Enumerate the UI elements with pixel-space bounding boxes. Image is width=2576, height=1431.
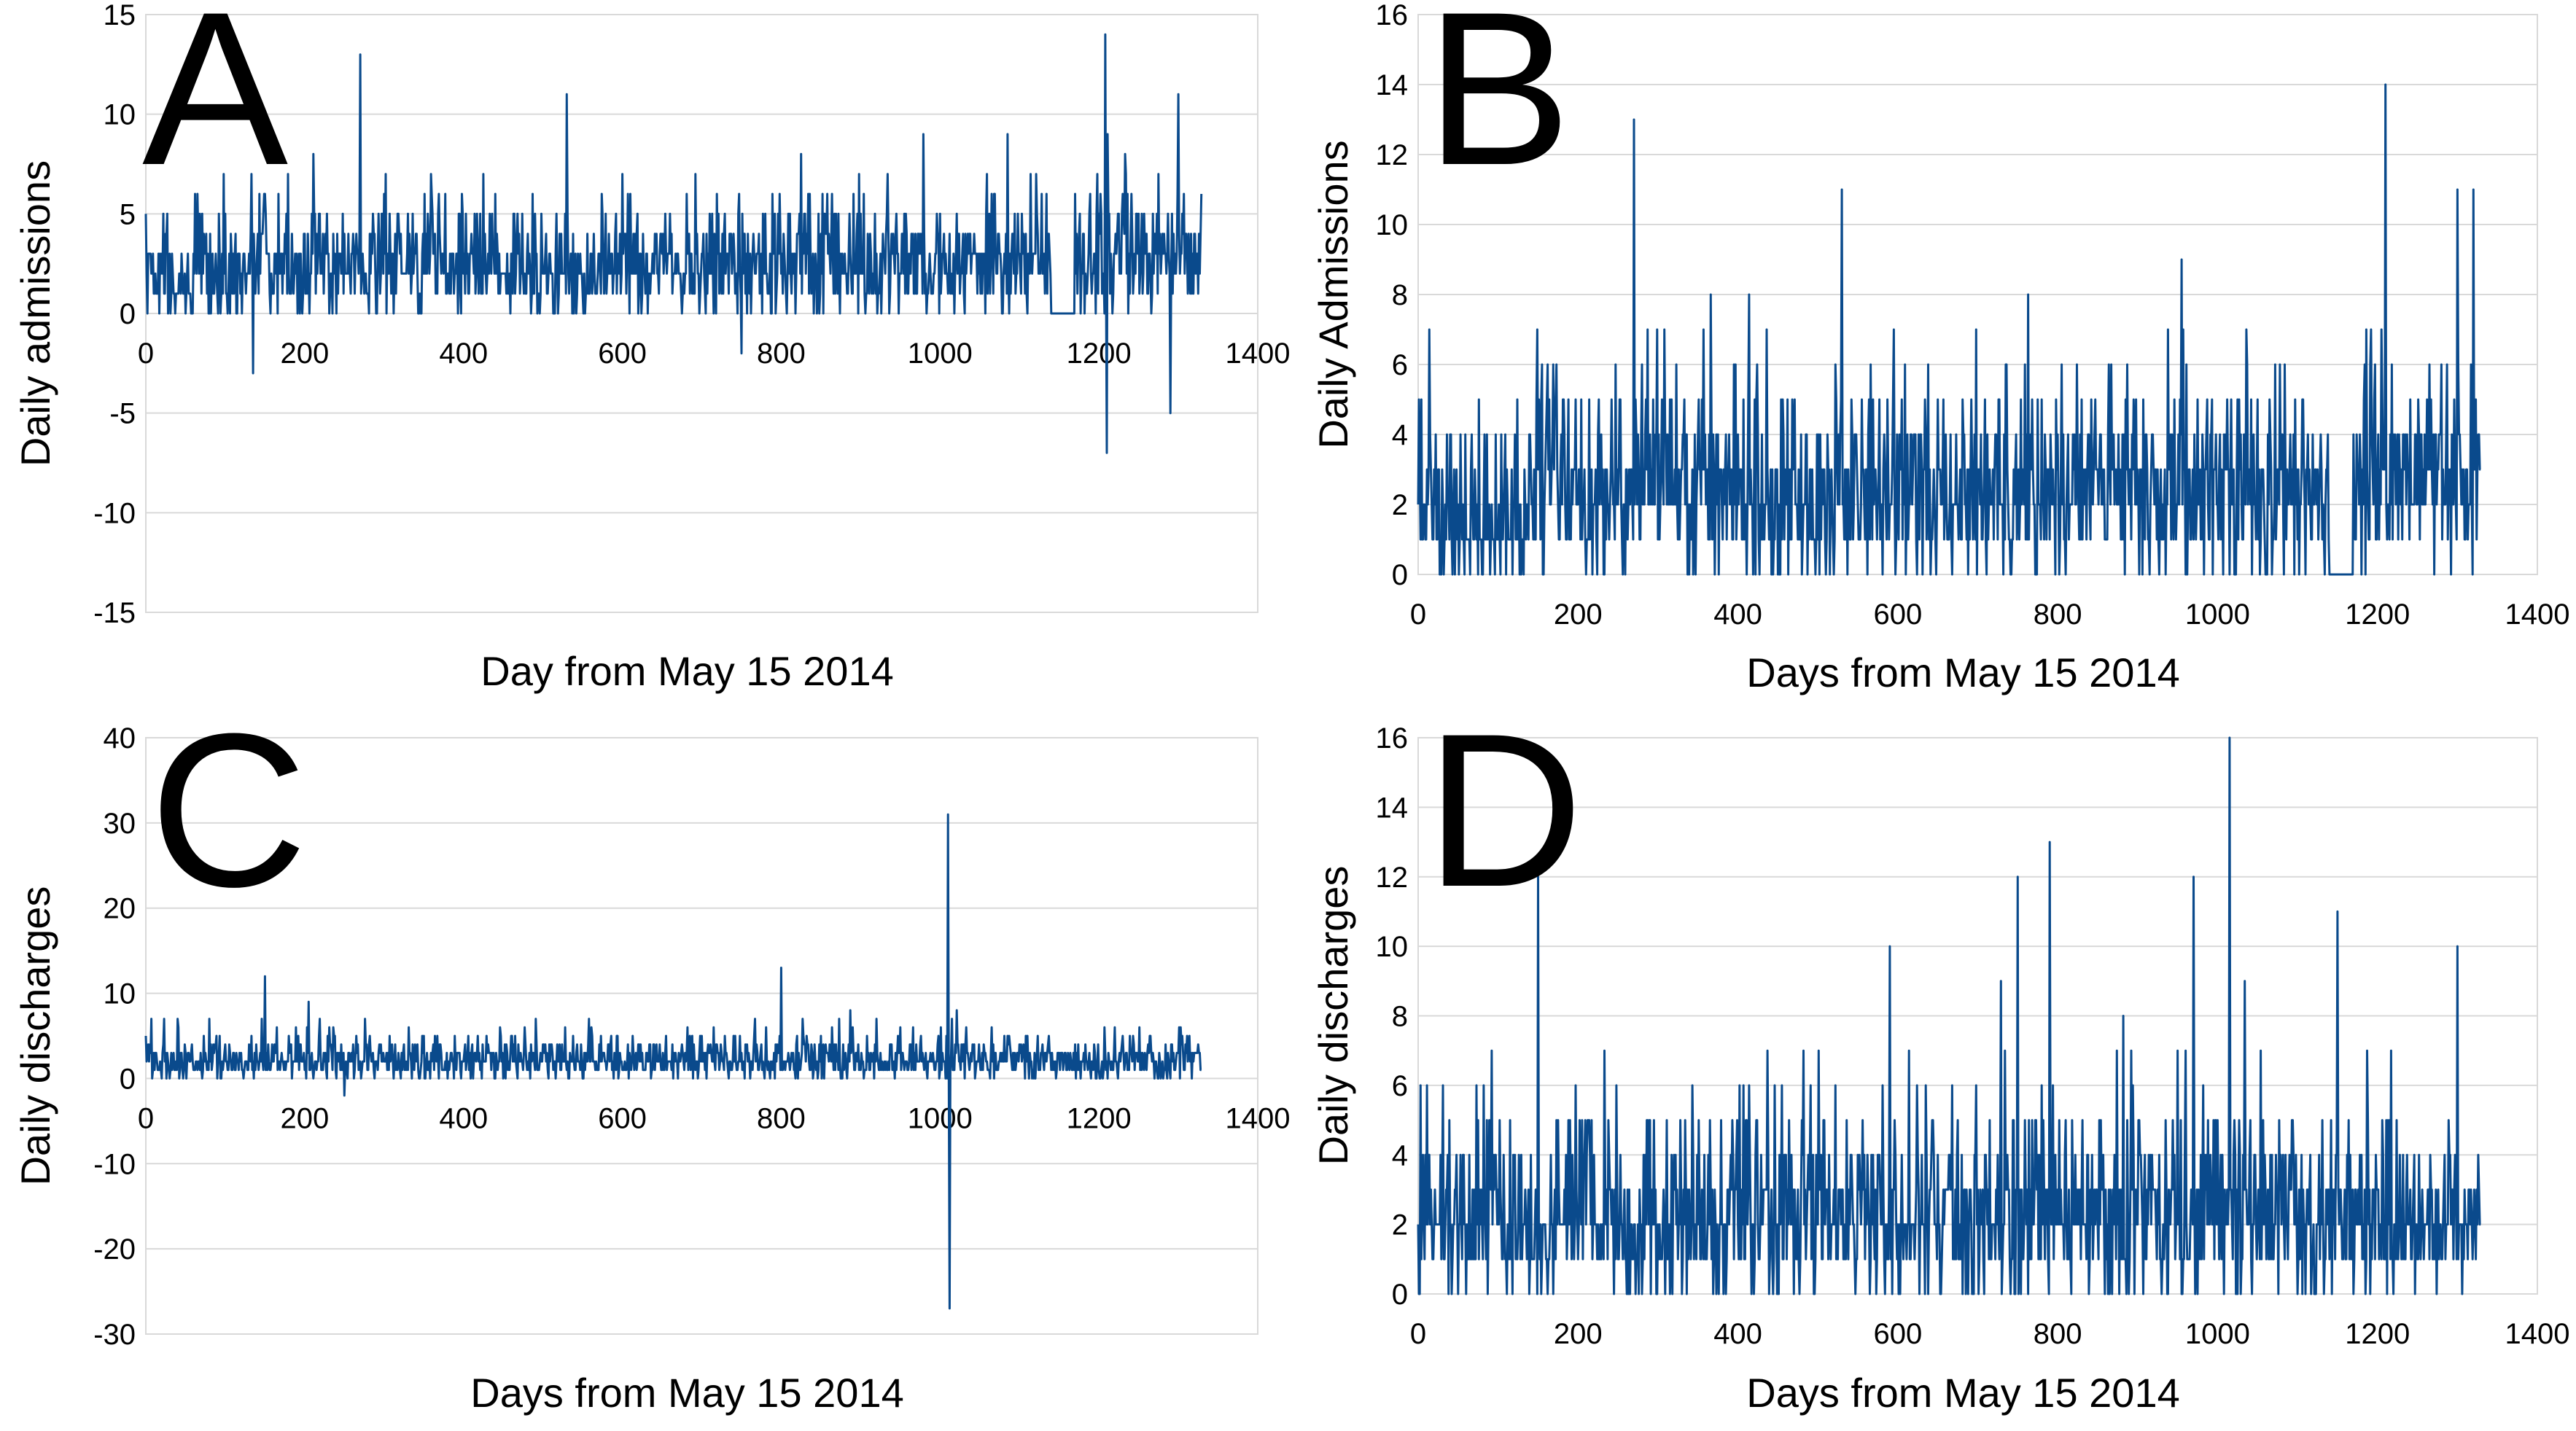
x-tick-label-d-7: 1400 <box>2505 1318 2570 1350</box>
y-tick-label-a-2: -5 <box>109 398 136 430</box>
x-tick-label-a-5: 1000 <box>908 338 973 370</box>
x-axis-title-c: Days from May 15 2014 <box>470 1370 903 1416</box>
series-line-c <box>144 813 1202 1310</box>
x-tick-label-a-3: 600 <box>598 338 647 370</box>
y-tick-label-d-7: 14 <box>1376 792 1409 824</box>
panel-letter-b: B <box>1425 0 1571 211</box>
y-tick-label-c-5: 20 <box>104 893 136 925</box>
y-tick-label-a-1: -10 <box>93 497 136 529</box>
x-tick-label-d-1: 200 <box>1554 1318 1603 1350</box>
x-tick-label-c-5: 1000 <box>908 1102 973 1134</box>
panel-b: 0 2 4 6 8 10 12 14 16 0 200 400 600 800 1000 1200 1400 Da… <box>1310 0 2569 695</box>
panel-letter-a: A <box>142 0 289 211</box>
y-axis-title-b: Daily Admissions <box>1310 140 1356 448</box>
panel-letter-d: D <box>1425 687 1584 932</box>
y-tick-label-b-4: 8 <box>1392 279 1408 311</box>
y-tick-label-b-6: 12 <box>1376 139 1409 171</box>
x-tick-label-a-2: 400 <box>439 338 488 370</box>
y-tick-label-c-4: 10 <box>104 978 136 1010</box>
y-tick-label-b-2: 4 <box>1392 419 1408 451</box>
y-tick-label-d-4: 8 <box>1392 1001 1408 1033</box>
y-tick-label-c-0: -30 <box>93 1319 136 1351</box>
series-line-b <box>1417 83 2481 576</box>
x-tick-label-c-4: 800 <box>757 1102 806 1134</box>
x-tick-label-c-0: 0 <box>138 1102 154 1134</box>
y-tick-label-d-0: 0 <box>1392 1279 1408 1311</box>
y-tick-label-c-1: -20 <box>93 1233 136 1266</box>
x-tick-label-d-2: 400 <box>1713 1318 1762 1350</box>
y-tick-label-c-7: 40 <box>104 722 136 755</box>
y-tick-label-c-6: 30 <box>104 808 136 840</box>
y-tick-label-c-3: 0 <box>120 1063 136 1095</box>
y-tick-label-a-4: 5 <box>120 198 136 230</box>
y-tick-label-d-2: 4 <box>1392 1139 1408 1171</box>
series-line-d <box>1417 736 2481 1295</box>
x-tick-label-b-2: 400 <box>1713 598 1762 631</box>
x-tick-label-b-3: 600 <box>1873 598 1922 631</box>
y-tick-label-a-6: 15 <box>104 0 136 31</box>
y-tick-label-c-2: -10 <box>93 1148 136 1180</box>
y-tick-label-d-5: 10 <box>1376 931 1409 963</box>
x-tick-label-c-6: 1200 <box>1067 1102 1132 1134</box>
y-axis-title-a: Daily admissions <box>12 160 58 467</box>
panel-letter-c: C <box>149 687 308 932</box>
x-tick-label-d-3: 600 <box>1873 1318 1922 1350</box>
x-axis-title-b: Days from May 15 2014 <box>1746 650 2179 695</box>
y-axis-title-d: Daily discharges <box>1310 866 1356 1166</box>
x-tick-label-a-6: 1200 <box>1067 338 1132 370</box>
x-tick-label-b-0: 0 <box>1410 598 1426 631</box>
x-tick-label-d-0: 0 <box>1410 1318 1426 1350</box>
x-tick-label-d-4: 800 <box>2034 1318 2082 1350</box>
x-tick-label-c-7: 1400 <box>1226 1102 1291 1134</box>
x-tick-label-b-4: 800 <box>2034 598 2082 631</box>
y-tick-label-b-0: 0 <box>1392 559 1408 591</box>
x-axis-title-a: Day from May 15 2014 <box>480 648 893 694</box>
x-tick-label-a-7: 1400 <box>1226 338 1291 370</box>
y-tick-label-d-3: 6 <box>1392 1070 1408 1102</box>
y-axis-title-c: Daily discharges <box>12 886 58 1186</box>
x-tick-label-b-6: 1200 <box>2345 598 2410 631</box>
x-tick-label-c-2: 400 <box>439 1102 488 1134</box>
x-tick-label-a-4: 800 <box>757 338 806 370</box>
y-tick-label-b-7: 14 <box>1376 69 1409 101</box>
y-tick-label-b-1: 2 <box>1392 489 1408 521</box>
y-tick-label-b-3: 6 <box>1392 349 1408 381</box>
panel-d: 0 2 4 6 8 10 12 14 16 0 200 400 600 800 1000 1200 1400 Da… <box>1310 687 2569 1416</box>
y-tick-label-a-5: 10 <box>104 99 136 131</box>
y-tick-label-b-5: 10 <box>1376 209 1409 241</box>
x-tick-label-b-7: 1400 <box>2505 598 2570 631</box>
y-tick-label-d-8: 16 <box>1376 722 1409 755</box>
x-tick-label-c-3: 600 <box>598 1102 647 1134</box>
y-tick-label-b-8: 16 <box>1376 0 1409 31</box>
y-tick-label-d-1: 2 <box>1392 1209 1408 1241</box>
x-axis-title-d: Days from May 15 2014 <box>1746 1370 2179 1416</box>
y-tick-label-d-6: 12 <box>1376 862 1409 894</box>
series-line-a <box>144 33 1203 454</box>
y-tick-label-a-3: 0 <box>120 298 136 330</box>
x-tick-label-c-1: 200 <box>280 1102 329 1134</box>
x-tick-label-b-1: 200 <box>1554 598 1603 631</box>
x-tick-label-b-5: 1000 <box>2185 598 2250 631</box>
x-tick-label-d-5: 1000 <box>2185 1318 2250 1350</box>
x-tick-label-d-6: 1200 <box>2345 1318 2410 1350</box>
y-tick-label-a-0: -15 <box>93 597 136 629</box>
x-tick-label-a-0: 0 <box>138 338 154 370</box>
x-tick-label-a-1: 200 <box>280 338 329 370</box>
